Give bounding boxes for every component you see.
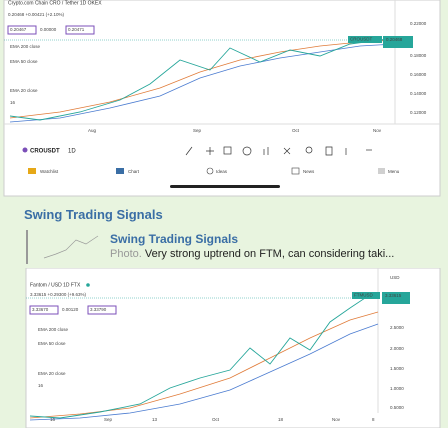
symbol-tag (352, 292, 380, 299)
quote: 3.33615 +0.29300 (+9.63%) (30, 292, 87, 297)
price-tag-text: 3.33615 (385, 293, 402, 298)
x-label: 8 (372, 417, 375, 422)
quote: 0.20468 +0.00421 (+2.10%) (8, 12, 65, 17)
toolbar-symbol[interactable]: CROUSDT (30, 149, 60, 155)
input: 0.00000 (40, 27, 57, 32)
input: 0.00120 (62, 307, 79, 312)
price-label: 0.12000 (410, 110, 427, 115)
price-label: 2.5000 (390, 325, 404, 330)
x-label: Sep (193, 128, 202, 133)
symbol-tag-text: FTMUSD (354, 293, 373, 298)
price-label: 0.14000 (410, 91, 427, 96)
symbol-tag (348, 36, 382, 43)
price-line (9, 37, 396, 121)
nav-item[interactable]: Menu (388, 169, 400, 174)
quote-prefix: Photo. (110, 248, 142, 260)
chart-title: Crypto.com Chain CRO / Tether 1D OKEX (8, 0, 102, 6)
post-title: Swing Trading Signals (24, 207, 163, 222)
input-box (65, 25, 95, 35)
legend: EMA 200 close (10, 44, 41, 49)
ema-line (9, 39, 396, 119)
ema-line (9, 43, 396, 123)
legend: 16 (38, 383, 44, 388)
x-label: Nov (373, 128, 382, 133)
price-label: 0.5000 (390, 405, 404, 410)
nav-item[interactable]: Watchlist (40, 169, 59, 174)
price-label: 0.16000 (410, 72, 427, 77)
currency: USD (390, 275, 400, 280)
nav-icon[interactable] (291, 167, 300, 175)
legend: EMA 200 close (38, 327, 69, 332)
x-label: Sep (104, 417, 113, 422)
ema-line (29, 311, 379, 419)
nav-item[interactable]: News (303, 169, 315, 174)
symbol-icon[interactable] (22, 147, 28, 153)
nav-icon[interactable] (116, 168, 124, 174)
x-label: 16 (50, 417, 56, 422)
price-label: 1.0000 (390, 386, 404, 391)
input: 3.33790 (90, 307, 107, 312)
price-tag-text: 0.20468 (386, 37, 403, 42)
price-tag (383, 36, 413, 48)
toolbar-interval[interactable]: 1D (68, 149, 76, 155)
symbol-tag-text: CROUSDT (350, 37, 373, 42)
quote-title: Swing Trading Signals (110, 232, 239, 246)
nav-icon[interactable] (378, 168, 385, 174)
toolbar-icons[interactable] (185, 146, 372, 156)
nav-icon[interactable] (206, 167, 214, 175)
quote-body: Very strong uptrend on FTM, can consider… (144, 248, 395, 260)
price-label: 1.5000 (390, 366, 404, 371)
top-screenshot: Crypto.com Chain CRO / Tether 1D OKEX 0.… (3, 0, 441, 197)
x-label: 18 (278, 417, 284, 422)
x-label: Nov (332, 417, 341, 422)
input: 0.20471 (68, 27, 85, 32)
quote-text: Photo. Very strong uptrend on FTM, can c… (110, 248, 436, 260)
price-label: 0.18000 (410, 53, 427, 58)
legend: EMA 50 close (38, 341, 66, 346)
price-label: 2.0000 (390, 346, 404, 351)
legend: 16 (10, 100, 16, 105)
status-dot (86, 283, 90, 287)
ema-line (29, 323, 379, 421)
frame (3, 0, 441, 197)
x-label: Aug (88, 128, 97, 133)
bottom-screenshot: Fantom / USD 1D FTX 3.33615 +0.29300 (+9… (25, 268, 441, 428)
legend: EMA 20 close (38, 371, 66, 376)
x-label: Oct (212, 417, 220, 422)
input-box (7, 25, 37, 35)
thumbnail (43, 235, 99, 259)
input: 3.33670 (32, 307, 49, 312)
x-label: Oct (292, 128, 300, 133)
thumbnail-line (43, 235, 99, 259)
input-box (29, 305, 59, 315)
nav-item[interactable]: Chart (128, 169, 140, 174)
quote-block[interactable]: Swing Trading Signals Photo. Very strong… (26, 230, 436, 264)
nav-item[interactable]: Ideas (216, 169, 228, 174)
input: 0.20467 (10, 27, 27, 32)
x-label: 13 (152, 417, 158, 422)
nav-icon[interactable] (28, 168, 36, 174)
legend: EMA 20 close (10, 88, 38, 93)
legend: EMA 50 close (10, 59, 38, 64)
price-label: 0.22000 (410, 21, 427, 26)
price-line (29, 295, 379, 419)
price-tag (382, 292, 410, 304)
input-box (87, 305, 117, 315)
home-indicator (170, 185, 280, 188)
chart-title: Fantom / USD 1D FTX (30, 282, 81, 288)
